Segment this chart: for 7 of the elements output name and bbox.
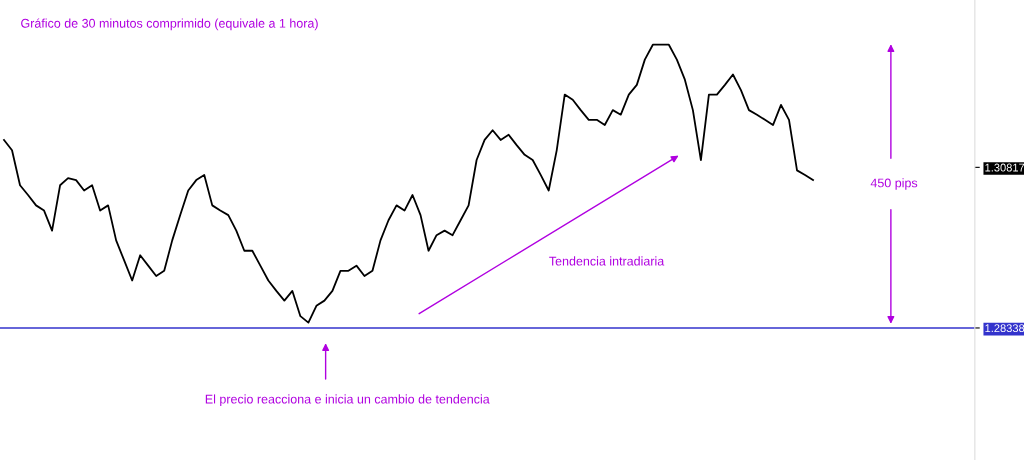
line-series bbox=[3, 43, 814, 324]
y-tick-label: 1.30817 bbox=[985, 163, 1024, 172]
text: Gráfico de 30 minutos comprimido (equivale a 1 hora) bbox=[21, 18, 318, 31]
annotation: Tendencia intradiaria bbox=[549, 256, 665, 266]
y-tick-label: 1.28338 bbox=[985, 324, 1024, 333]
text: 450 pips bbox=[870, 178, 918, 190]
annotation: El precio reacciona e inicia un cambio de tendencia bbox=[205, 394, 490, 407]
